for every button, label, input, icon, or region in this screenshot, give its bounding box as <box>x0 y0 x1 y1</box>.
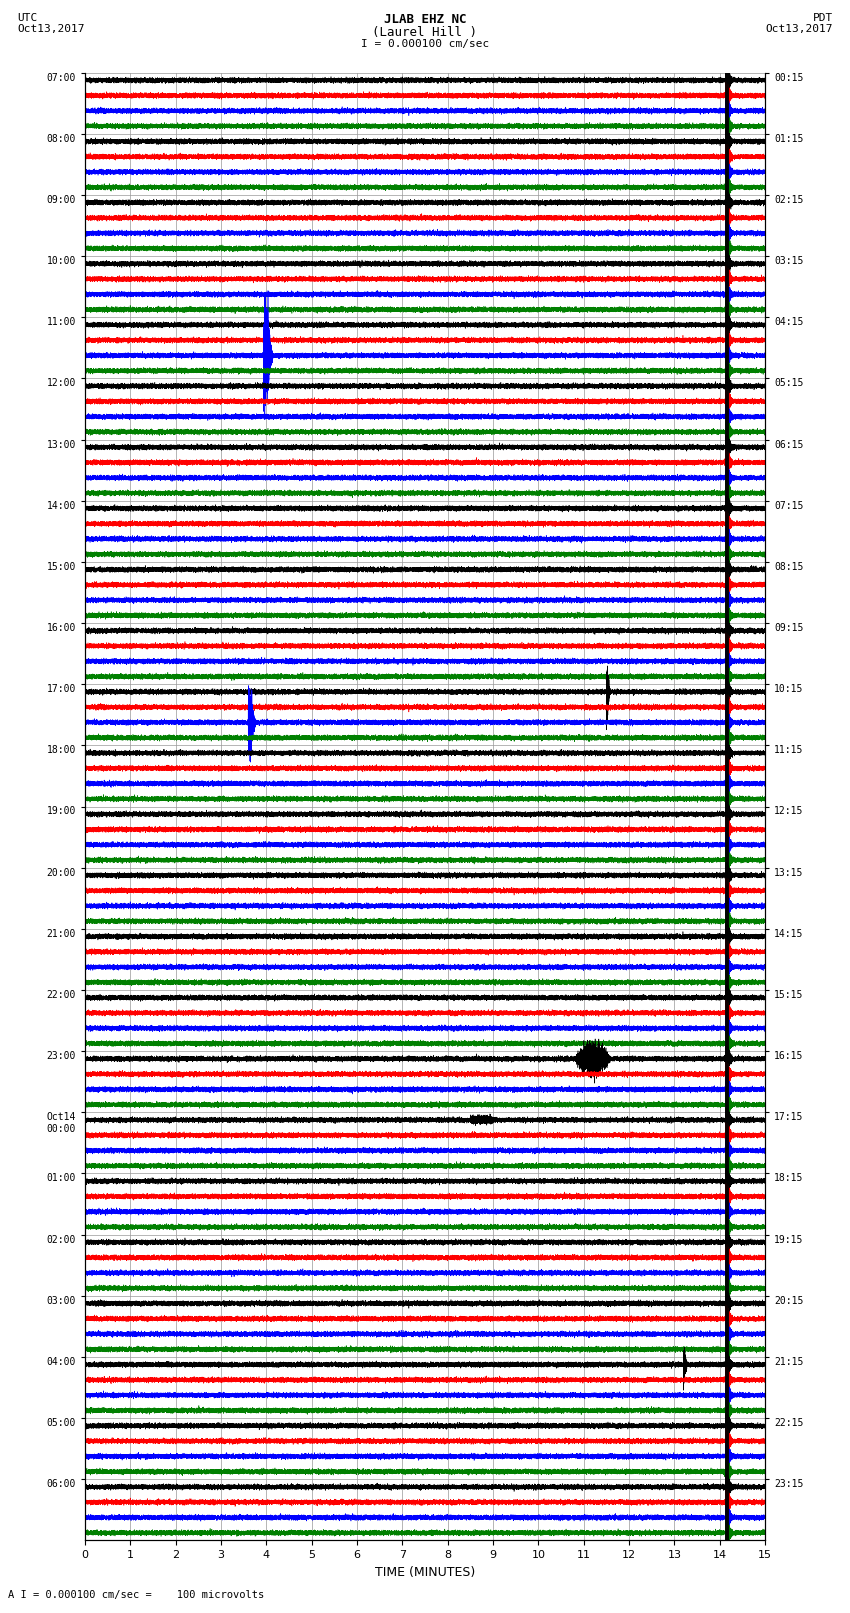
Text: UTC: UTC <box>17 13 37 23</box>
Text: Oct13,2017: Oct13,2017 <box>17 24 84 34</box>
X-axis label: TIME (MINUTES): TIME (MINUTES) <box>375 1566 475 1579</box>
Text: I = 0.000100 cm/sec: I = 0.000100 cm/sec <box>361 39 489 48</box>
Text: JLAB EHZ NC: JLAB EHZ NC <box>383 13 467 26</box>
Text: A I = 0.000100 cm/sec =    100 microvolts: A I = 0.000100 cm/sec = 100 microvolts <box>8 1590 264 1600</box>
Text: PDT: PDT <box>813 13 833 23</box>
Text: (Laurel Hill ): (Laurel Hill ) <box>372 26 478 39</box>
Text: Oct13,2017: Oct13,2017 <box>766 24 833 34</box>
